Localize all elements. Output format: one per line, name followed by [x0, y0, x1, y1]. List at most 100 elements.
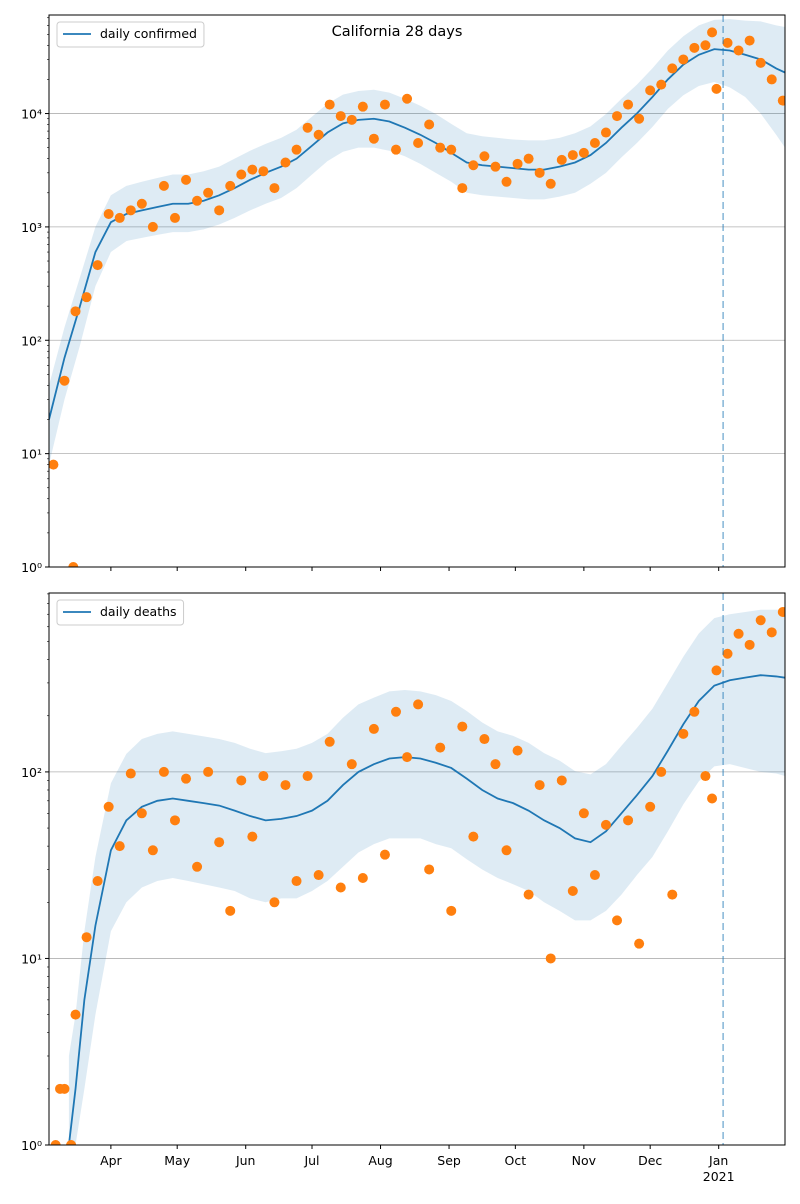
- y-tick-label: 10¹: [21, 447, 42, 462]
- data-point: [70, 1009, 81, 1020]
- data-point: [269, 183, 280, 194]
- x-year-label: 2021: [703, 1169, 735, 1184]
- x-tick-label: Dec: [638, 1153, 662, 1168]
- data-point: [49, 459, 59, 470]
- data-point: [50, 1140, 61, 1145]
- data-point: [291, 876, 302, 887]
- data-point: [125, 205, 136, 216]
- x-tick-label: Apr: [100, 1153, 122, 1168]
- data-point: [766, 74, 777, 85]
- data-point: [324, 736, 335, 747]
- data-point: [357, 872, 368, 883]
- data-point: [136, 198, 147, 209]
- data-point: [147, 845, 158, 856]
- data-point: [707, 27, 718, 38]
- data-point: [125, 768, 136, 779]
- x-tick-label: Sep: [437, 1153, 461, 1168]
- data-point: [346, 114, 357, 125]
- data-point: [66, 1140, 77, 1145]
- data-point: [203, 187, 214, 198]
- data-point: [523, 889, 534, 900]
- data-point: [103, 801, 114, 812]
- data-point: [236, 775, 247, 786]
- data-point: [169, 212, 180, 223]
- data-point: [457, 183, 468, 194]
- data-point: [92, 876, 103, 887]
- data-point: [346, 759, 357, 770]
- y-tick-label: 10³: [21, 220, 42, 235]
- data-point: [424, 119, 435, 130]
- data-point: [335, 882, 346, 893]
- y-tick-label: 10²: [21, 765, 42, 780]
- data-point: [424, 864, 435, 875]
- data-point: [379, 99, 390, 110]
- x-tick-label: May: [164, 1153, 190, 1168]
- data-point: [158, 766, 169, 777]
- data-point: [468, 160, 479, 171]
- data-point: [490, 759, 501, 770]
- data-point: [181, 174, 192, 185]
- data-point: [645, 85, 656, 96]
- plot-frame: [48, 592, 786, 1146]
- legend: daily deaths: [56, 599, 185, 626]
- data-point: [169, 815, 180, 826]
- data-point: [413, 137, 424, 148]
- data-point: [413, 699, 424, 710]
- data-point: [623, 815, 634, 826]
- data-point: [623, 99, 634, 110]
- legend-box: [56, 21, 205, 48]
- data-point: [302, 122, 313, 133]
- data-point: [689, 42, 700, 53]
- panel: 10⁰ 10¹ 10² Apr May Jun Jul Aug Sep Oct Nov Dec Jan2…: [21, 592, 786, 1184]
- data-point: [379, 849, 390, 860]
- data-point: [722, 37, 733, 48]
- data-point: [600, 819, 611, 830]
- data-point: [678, 54, 689, 65]
- data-point: [667, 889, 678, 900]
- data-point: [446, 905, 457, 916]
- data-point: [733, 45, 744, 56]
- data-point: [744, 35, 755, 46]
- data-point: [501, 176, 512, 187]
- data-point: [81, 292, 92, 303]
- panel: 10⁰ 10¹ 10² 10³ 10⁴ daily confirmed California…: [21, 14, 786, 575]
- plot-area: [49, 593, 785, 1145]
- data-point: [103, 208, 114, 219]
- data-point: [534, 780, 545, 791]
- data-point: [59, 1083, 70, 1094]
- plot-frame: [48, 14, 786, 568]
- data-point: [247, 831, 258, 842]
- data-point: [214, 837, 225, 848]
- data-point: [92, 260, 103, 271]
- x-tick-label: Jul: [303, 1153, 319, 1168]
- data-point: [181, 773, 192, 784]
- data-point: [214, 205, 225, 216]
- data-point: [435, 742, 446, 753]
- data-point: [534, 167, 545, 178]
- x-tick-label: Jan: [708, 1153, 728, 1168]
- legend-label: daily deaths: [100, 604, 177, 619]
- data-point: [313, 129, 324, 140]
- data-point: [446, 144, 457, 155]
- data-point: [114, 212, 125, 223]
- data-point: [589, 870, 600, 881]
- data-point: [567, 885, 578, 896]
- data-point: [556, 775, 567, 786]
- mean-line: [67, 674, 785, 1145]
- data-point: [192, 861, 203, 872]
- chart-title: California 28 days: [332, 24, 463, 40]
- data-point: [501, 845, 512, 856]
- data-point: [700, 40, 711, 51]
- data-point: [777, 606, 785, 617]
- data-point: [656, 79, 667, 90]
- y-tick-label: 10¹: [21, 951, 42, 966]
- data-point: [689, 706, 700, 717]
- data-point: [556, 154, 567, 165]
- data-point: [733, 628, 744, 639]
- data-point: [479, 151, 490, 162]
- data-point: [225, 905, 236, 916]
- data-point: [490, 161, 501, 172]
- data-point: [158, 180, 169, 191]
- data-point: [313, 870, 324, 881]
